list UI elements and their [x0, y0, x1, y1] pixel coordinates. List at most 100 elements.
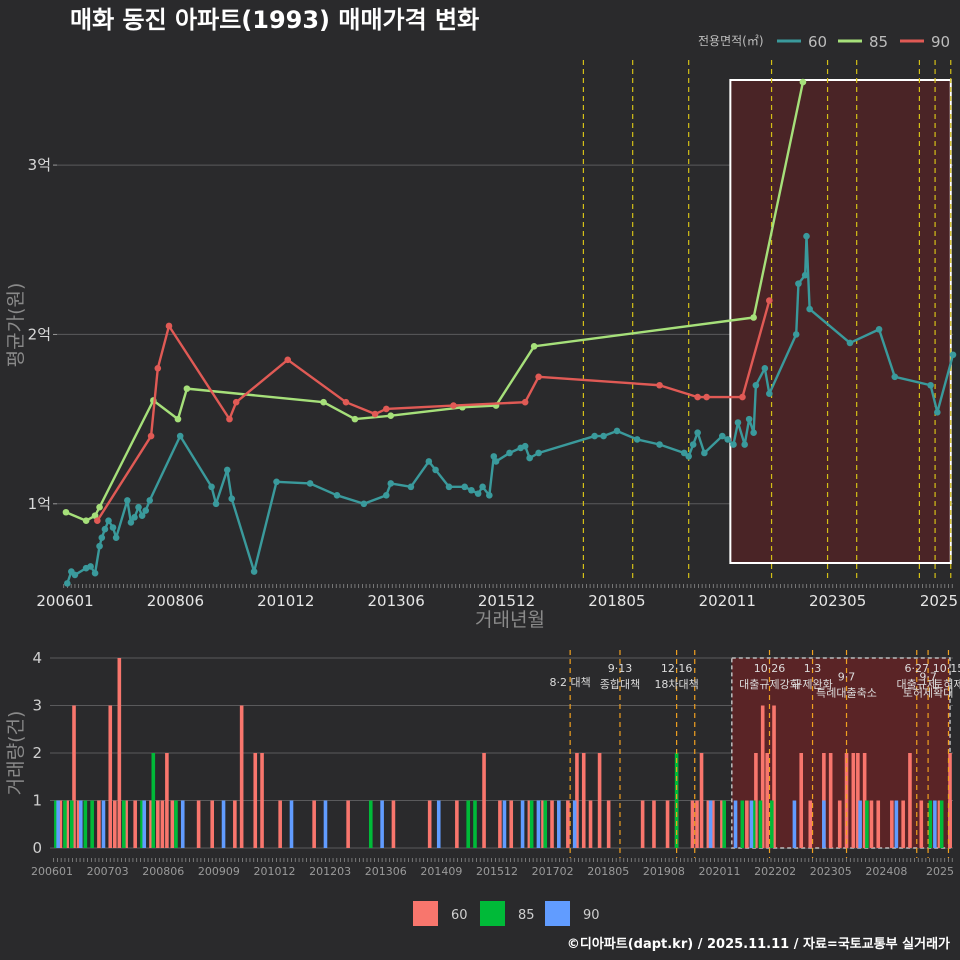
- volume-bar-90: [520, 800, 525, 848]
- volume-bar-85: [740, 800, 745, 848]
- price-y-tick-label: 1억: [28, 495, 51, 513]
- price-x-tick-label: 201306: [367, 592, 424, 610]
- price-x-tick-label: 202011: [699, 592, 756, 610]
- volume-bar-85: [769, 800, 774, 848]
- series-90-point: [382, 405, 390, 413]
- volume-bar-85: [368, 800, 373, 848]
- series-60-point: [96, 542, 103, 550]
- volume-x-tick-label: 201805: [587, 865, 629, 878]
- volume-bar-90: [822, 800, 826, 848]
- volume-bar-60: [156, 800, 160, 848]
- price-x-tick-label: 201512: [478, 592, 535, 610]
- volume-bar-85: [758, 800, 763, 848]
- volume-bar-60: [808, 800, 813, 848]
- volume-bar-85: [722, 800, 726, 848]
- policy-label: 1·3: [804, 662, 822, 675]
- volume-legend-label-60: 60: [451, 908, 468, 923]
- volume-bar-60: [124, 800, 128, 848]
- volume-y-tick-label: 2: [32, 744, 42, 762]
- series-90-point: [232, 398, 240, 406]
- volume-legend: 60 85 90: [413, 901, 600, 926]
- series-85-point: [174, 415, 182, 423]
- volume-bar-90: [894, 800, 899, 848]
- volume-bar-85: [122, 800, 126, 848]
- series-85-point: [320, 398, 327, 406]
- series-60-point: [360, 500, 368, 508]
- volume-bar-60: [856, 753, 860, 848]
- series-60-point: [535, 449, 542, 457]
- volume-bar-60: [149, 800, 153, 848]
- volume-x-tick-label: 200601: [31, 865, 73, 878]
- price-legend: 전용면적(㎡) 60 85 90: [698, 33, 950, 51]
- volume-bar-60: [652, 800, 656, 848]
- series-60-point: [407, 483, 415, 491]
- series-60-point: [333, 492, 341, 499]
- series-60-point: [306, 480, 314, 487]
- volume-bar-60: [160, 800, 165, 848]
- series-60-point: [64, 580, 71, 587]
- volume-bar-60: [695, 800, 699, 848]
- series-60-point: [127, 519, 135, 526]
- series-60-point: [124, 497, 131, 504]
- volume-legend-swatch-60: [413, 901, 438, 926]
- policy-label: 토허제확대: [903, 686, 954, 699]
- volume-bar-90: [858, 800, 862, 848]
- series-85-point: [96, 503, 103, 511]
- volume-bar-90: [502, 800, 507, 848]
- series-60-point: [146, 497, 154, 504]
- volume-bar-60: [690, 800, 695, 848]
- series-85-point: [351, 415, 359, 423]
- volume-bar-85: [939, 800, 944, 848]
- series-60-point: [694, 429, 701, 436]
- price-x-tick-label: 200806: [147, 592, 204, 610]
- volume-x-tick-label: 201012: [254, 865, 296, 878]
- price-x-tick-label: 202305: [809, 592, 866, 610]
- price-y-tick-label: 3억: [28, 156, 51, 174]
- volume-bar-60: [575, 753, 579, 848]
- volume-bar-60: [108, 705, 113, 848]
- volume-bar-60: [937, 800, 942, 848]
- volume-bar-60: [876, 800, 881, 848]
- volume-bar-90: [180, 800, 185, 848]
- series-85-point: [82, 517, 90, 525]
- series-90-point: [739, 393, 746, 401]
- volume-bar-85: [466, 800, 470, 848]
- volume-bar-85: [90, 800, 94, 848]
- volume-bar-60: [117, 658, 122, 848]
- series-60-point: [795, 280, 802, 287]
- volume-bar-60: [901, 800, 905, 848]
- volume-bar-90: [792, 800, 797, 848]
- series-60-point: [492, 458, 500, 465]
- volume-bar-60: [260, 753, 264, 848]
- volume-y-axis-title: 거래량(건): [5, 711, 27, 796]
- series-60-point: [223, 466, 231, 474]
- policy-label: 대출규제강화: [739, 678, 800, 691]
- series-60-point: [142, 507, 150, 514]
- series-60-point: [506, 449, 513, 457]
- volume-y-tick-label: 0: [32, 839, 42, 857]
- policy-label: 9·13: [608, 662, 633, 675]
- series-90-point: [284, 356, 292, 364]
- volume-bar-60: [745, 800, 749, 848]
- volume-bar-60: [948, 800, 952, 848]
- policy-label: 9·7: [838, 670, 856, 683]
- volume-bar-60: [509, 800, 514, 848]
- policy-label: 대출규제: [897, 678, 937, 691]
- volume-bar-60: [346, 800, 350, 848]
- series-60-point: [432, 466, 439, 474]
- series-60-point: [461, 483, 468, 491]
- volume-bar-60: [606, 800, 611, 848]
- series-60-point: [131, 514, 138, 521]
- policy-label: 10·15: [933, 662, 960, 675]
- series-60-point: [105, 517, 112, 525]
- volume-bar-90: [221, 800, 226, 848]
- volume-bar-90: [733, 800, 738, 848]
- series-85-point: [750, 314, 757, 321]
- series-60-point: [689, 441, 697, 448]
- volume-bar-90: [933, 800, 937, 848]
- policy-label: 토허제: [933, 678, 960, 691]
- series-60-point: [752, 381, 760, 389]
- series-60-point: [613, 427, 621, 435]
- volume-bar-85: [54, 800, 58, 848]
